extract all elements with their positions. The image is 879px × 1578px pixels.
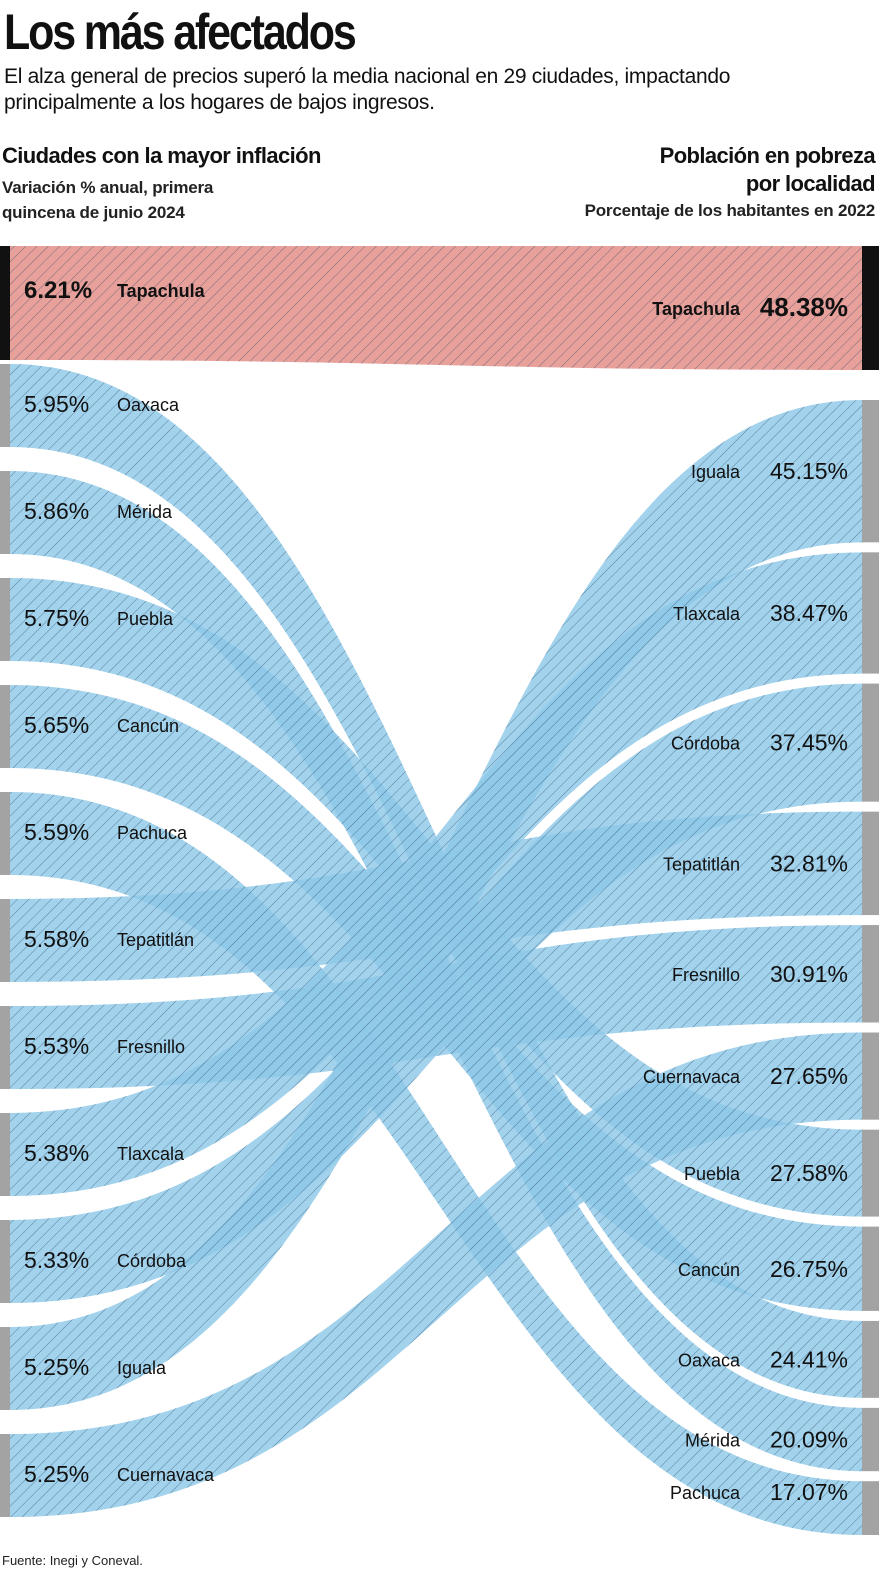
right-value-puebla: 27.58% xyxy=(770,1160,848,1186)
flow-oaxaca xyxy=(10,364,862,1398)
flow-merida xyxy=(10,471,862,1472)
right-value-pachuca: 17.07% xyxy=(770,1479,848,1505)
left-value-pachuca: 5.59% xyxy=(24,819,89,845)
right-city-cuernavaca: Cuernavaca xyxy=(643,1067,741,1087)
right-city-fresnillo: Fresnillo xyxy=(672,965,740,985)
right-bar-cordoba xyxy=(862,683,879,802)
right-bar-fresnillo xyxy=(862,925,879,1023)
right-city-merida: Mérida xyxy=(685,1431,741,1451)
left-bar-cordoba xyxy=(0,1220,10,1303)
left-city-tlaxcala: Tlaxcala xyxy=(117,1144,185,1164)
left-bar-tlaxcala xyxy=(0,1113,10,1196)
right-heading-line2: por localidad xyxy=(745,171,876,196)
right-heading-line1: Población en pobreza xyxy=(659,143,876,168)
left-city-pachuca: Pachuca xyxy=(117,823,188,843)
flow-pachuca xyxy=(10,792,862,1535)
right-value-cuernavaca: 27.65% xyxy=(770,1063,848,1089)
left-value-tlaxcala: 5.38% xyxy=(24,1140,89,1166)
right-bar-iguala xyxy=(862,400,879,543)
page-title: Los más afectados xyxy=(4,4,357,60)
right-city-tapachula: Tapachula xyxy=(652,299,741,319)
left-city-merida: Mérida xyxy=(117,502,173,522)
right-bar-merida xyxy=(862,1407,879,1472)
left-city-oaxaca: Oaxaca xyxy=(117,395,180,415)
right-bar-pachuca xyxy=(862,1481,879,1535)
right-value-oaxaca: 24.41% xyxy=(770,1346,848,1372)
left-value-tepatitlan: 5.58% xyxy=(24,926,89,952)
left-city-fresnillo: Fresnillo xyxy=(117,1037,185,1057)
left-city-cuernavaca: Cuernavaca xyxy=(117,1465,215,1485)
left-bar-tepatitlan xyxy=(0,899,10,982)
left-bar-cuernavaca xyxy=(0,1434,10,1517)
left-bar-oaxaca xyxy=(0,364,10,447)
left-bar-fresnillo xyxy=(0,1006,10,1089)
left-city-tepatitlan: Tepatitlán xyxy=(117,930,194,950)
left-city-iguala: Iguala xyxy=(117,1358,167,1378)
right-city-cordoba: Córdoba xyxy=(671,734,741,754)
left-value-merida: 5.86% xyxy=(24,498,89,524)
flow-hatch-cuernavaca xyxy=(10,1032,862,1517)
right-city-tepatitlan: Tepatitlán xyxy=(663,854,740,874)
right-bar-tapachula xyxy=(862,246,879,370)
source-note: Fuente: Inegi y Coneval. xyxy=(2,1553,143,1568)
right-city-iguala: Iguala xyxy=(691,462,741,482)
right-bar-tlaxcala xyxy=(862,552,879,674)
left-bar-puebla xyxy=(0,578,10,661)
labels-layer: 6.21% Tapachula 5.95% Oaxaca 5.86% Mérida 5.75… xyxy=(24,277,848,1505)
right-city-cancun: Cancún xyxy=(678,1260,740,1280)
left-bar-iguala xyxy=(0,1327,10,1410)
left-value-cordoba: 5.33% xyxy=(24,1247,89,1273)
right-value-cancun: 26.75% xyxy=(770,1256,848,1282)
right-city-oaxaca: Oaxaca xyxy=(678,1350,741,1370)
right-bar-puebla xyxy=(862,1129,879,1217)
right-city-tlaxcala: Tlaxcala xyxy=(673,604,741,624)
left-value-fresnillo: 5.53% xyxy=(24,1033,89,1059)
flow-hatch-pachuca xyxy=(10,792,862,1535)
left-bar-pachuca xyxy=(0,792,10,875)
right-city-pachuca: Pachuca xyxy=(670,1483,741,1503)
left-city-cancun: Cancún xyxy=(117,716,179,736)
left-value-iguala: 5.25% xyxy=(24,1354,89,1380)
left-value-cuernavaca: 5.25% xyxy=(24,1461,89,1487)
left-city-puebla: Puebla xyxy=(117,609,174,629)
flow-hatch-tapachula xyxy=(10,246,862,370)
right-value-tapachula: 48.38% xyxy=(760,292,848,322)
left-subheading: Variación % anual, primera quincena de j… xyxy=(2,178,214,222)
bars-layer xyxy=(0,246,879,1535)
left-value-puebla: 5.75% xyxy=(24,605,89,631)
flows-layer xyxy=(10,246,862,1535)
left-value-cancun: 5.65% xyxy=(24,712,89,738)
page-subtitle: El alza general de precios superó la med… xyxy=(4,65,731,114)
flow-hatch-oaxaca xyxy=(10,364,862,1398)
right-value-merida: 20.09% xyxy=(770,1427,848,1453)
right-city-puebla: Puebla xyxy=(684,1164,741,1184)
right-heading: Población en pobreza por localidad xyxy=(659,142,876,198)
right-bar-cuernavaca xyxy=(862,1032,879,1120)
flow-hatch-merida xyxy=(10,471,862,1472)
left-value-tapachula: 6.21% xyxy=(24,277,92,304)
left-bar-cancun xyxy=(0,685,10,768)
right-bar-cancun xyxy=(862,1226,879,1311)
left-bar-merida xyxy=(0,471,10,554)
left-bar-tapachula xyxy=(0,246,10,360)
right-value-cordoba: 37.45% xyxy=(770,730,848,756)
flow-tapachula xyxy=(10,246,862,370)
right-bar-tepatitlan xyxy=(862,811,879,916)
right-value-tlaxcala: 38.47% xyxy=(770,600,848,626)
right-bar-oaxaca xyxy=(862,1320,879,1398)
left-value-oaxaca: 5.95% xyxy=(24,391,89,417)
right-value-fresnillo: 30.91% xyxy=(770,961,848,987)
right-value-iguala: 45.15% xyxy=(770,458,848,484)
flow-cuernavaca xyxy=(10,1032,862,1517)
right-value-tepatitlan: 32.81% xyxy=(770,850,848,876)
left-heading: Ciudades con la mayor inflación xyxy=(2,143,321,168)
right-subheading: Porcentaje de los habitantes en 2022 xyxy=(584,201,876,220)
left-city-cordoba: Córdoba xyxy=(117,1251,187,1271)
left-city-tapachula: Tapachula xyxy=(117,281,206,301)
